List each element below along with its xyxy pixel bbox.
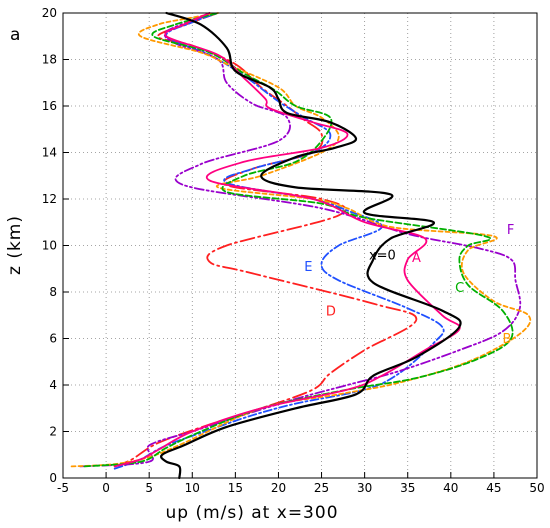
y-tick-label: 8	[49, 285, 57, 299]
series-label-c: C	[455, 281, 464, 296]
y-tick-label: 16	[42, 99, 57, 113]
x-tick-label: 50	[529, 481, 544, 495]
x-tick-label: 35	[400, 481, 415, 495]
x-tick-label: 0	[102, 481, 110, 495]
series-line-f	[79, 12, 522, 468]
y-tick-label: 4	[49, 378, 57, 392]
series-label-f: F	[507, 223, 514, 238]
x-tick-label: 20	[271, 481, 286, 495]
x-tick-label: -5	[57, 481, 69, 495]
x-tick-label: 45	[486, 481, 501, 495]
series-line-e	[113, 12, 445, 470]
series-line-a	[113, 12, 461, 468]
y-tick-label: 0	[49, 471, 57, 485]
y-tick-label: 14	[42, 146, 57, 160]
panel-label: a	[10, 25, 20, 45]
y-tick-label: 20	[42, 6, 57, 20]
x-tick-label: 30	[357, 481, 372, 495]
x-tick-label: 10	[185, 481, 200, 495]
series-label-e: E	[304, 260, 312, 275]
series-label-b: B	[503, 332, 512, 347]
y-tick-label: 6	[49, 332, 57, 346]
x-tick-label: 5	[145, 481, 153, 495]
series-line-x-0	[160, 11, 462, 480]
series-line-b	[70, 12, 532, 468]
series-label-x-0: x=0	[369, 248, 396, 263]
x-axis-label: up (m/s) at x=300	[165, 503, 338, 523]
y-tick-label: 10	[42, 239, 57, 253]
x-tick-label: 15	[228, 481, 243, 495]
y-axis-label: z (km)	[5, 215, 25, 275]
y-tick-label: 12	[42, 192, 57, 206]
series-label-d: D	[326, 304, 336, 319]
y-tick-label: 18	[42, 53, 57, 67]
series-label-a: A	[412, 251, 421, 266]
series-labels: x=0 A B C D E F	[304, 223, 514, 347]
series-layer	[70, 11, 532, 480]
x-tick-label: 40	[443, 481, 458, 495]
y-tick-label: 2	[49, 425, 57, 439]
y-axis-ticks: 0 2 4 6 8 10 12 14 16 18 20	[42, 6, 69, 485]
x-tick-label: 25	[314, 481, 329, 495]
x-axis-ticks: -5 0 5 10 15 20 25 30 35 40 45 50	[57, 472, 545, 495]
